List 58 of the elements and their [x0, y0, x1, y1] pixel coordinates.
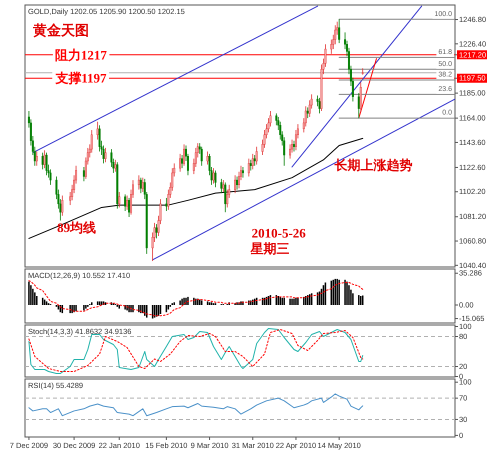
candlestick [206, 151, 209, 165]
candlestick [318, 97, 321, 114]
candlestick [224, 182, 226, 213]
candlestick [358, 92, 360, 119]
candlestick [96, 121, 99, 140]
line-series [28, 393, 364, 416]
candlestick [242, 166, 244, 178]
candlestick [222, 180, 224, 192]
candlestick [256, 146, 258, 165]
candlestick [306, 107, 309, 119]
candlestick [140, 177, 142, 194]
candlestick [214, 170, 216, 188]
candlestick [90, 130, 93, 154]
candlestick [114, 159, 116, 172]
candlestick [252, 153, 254, 170]
candlestick [254, 154, 256, 166]
candlestick [212, 168, 214, 184]
candlestick [142, 177, 144, 192]
annotation: 89均线 [57, 220, 96, 236]
annotation: 2010-5-26 [252, 225, 306, 240]
candlestick [360, 82, 362, 113]
candlestick [248, 158, 250, 177]
candlestick [250, 159, 252, 171]
annotation: 星期三 [250, 241, 290, 256]
ref-line-label: 阻力1217 [54, 47, 108, 62]
candlestick [44, 150, 46, 169]
candlestick [234, 174, 236, 194]
candlestick [36, 151, 38, 166]
ref-line-label: 支撑1197 [54, 70, 108, 86]
candlestick [275, 112, 278, 126]
candlestick [124, 194, 126, 212]
candlestick [289, 144, 292, 160]
line-series [28, 280, 364, 316]
candlestick [338, 18, 340, 44]
candlestick [292, 140, 295, 152]
candlestick [102, 145, 105, 164]
candlestick [126, 195, 128, 210]
candlestick [183, 144, 186, 166]
candlestick [50, 168, 52, 186]
candlestick [104, 148, 106, 163]
candlestick [46, 152, 48, 176]
text: 黄金天图 [32, 23, 89, 39]
candlestick [330, 39, 332, 54]
candlestick [334, 24, 336, 45]
candlestick [226, 189, 228, 208]
candlestick [98, 124, 101, 152]
candlestick [179, 153, 182, 172]
candlestick [118, 192, 120, 208]
candlestick [181, 154, 184, 169]
candlestick [236, 176, 238, 190]
candlestick [42, 152, 44, 170]
candlestick [128, 198, 130, 218]
candlestick [220, 178, 222, 194]
annotation: 长期上涨趋势 [333, 157, 412, 172]
candlestick [61, 195, 64, 216]
candlestick [200, 146, 203, 166]
candlestick [165, 198, 168, 212]
candlestick [156, 224, 158, 239]
